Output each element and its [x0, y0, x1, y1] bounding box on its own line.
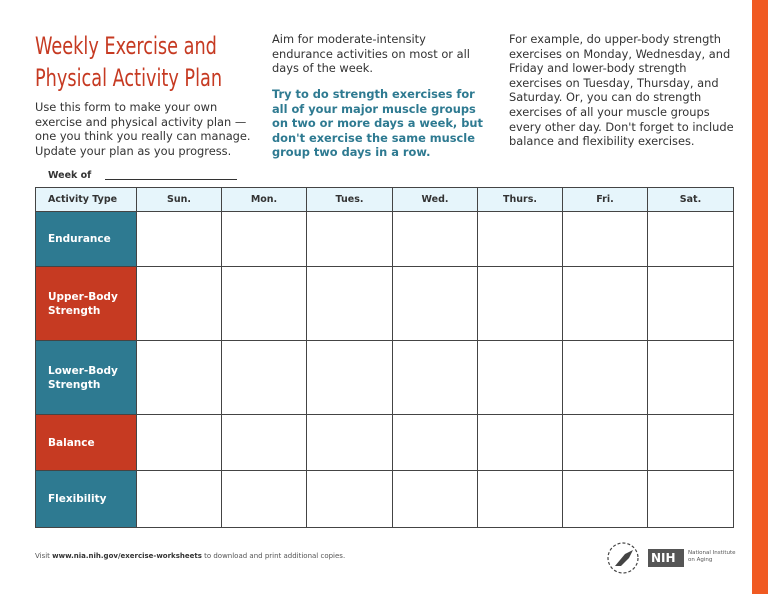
plan-cell[interactable] — [392, 340, 478, 415]
plan-cell[interactable] — [647, 340, 734, 415]
plan-cell[interactable] — [562, 266, 648, 341]
column-header: Thurs. — [477, 187, 563, 212]
plan-cell[interactable] — [136, 340, 222, 415]
plan-cell[interactable] — [392, 470, 478, 528]
week-of-label: Week of — [48, 170, 92, 181]
activity-label: Balance — [35, 414, 137, 471]
plan-cell[interactable] — [136, 470, 222, 528]
plan-cell[interactable] — [221, 470, 307, 528]
plan-cell[interactable] — [647, 211, 734, 267]
nih-logo: NIH — [648, 549, 684, 567]
table-row: Endurance — [35, 211, 734, 267]
page-title: Weekly Exercise and Physical Activity Pl… — [35, 32, 223, 92]
example-text: For example, do upper-body strength exer… — [509, 32, 734, 149]
orange-edge-bar — [752, 0, 768, 594]
column-header: Activity Type — [35, 187, 137, 212]
plan-cell[interactable] — [306, 470, 393, 528]
footer-post: to download and print additional copies. — [201, 552, 346, 560]
plan-cell[interactable] — [392, 414, 478, 471]
activity-label: Upper-Body Strength — [35, 266, 137, 341]
plan-cell[interactable] — [221, 340, 307, 415]
plan-cell[interactable] — [477, 340, 563, 415]
plan-cell[interactable] — [221, 211, 307, 267]
column-header: Tues. — [306, 187, 393, 212]
plan-cell[interactable] — [136, 414, 222, 471]
table-row: Lower-Body Strength — [35, 340, 734, 415]
plan-cell[interactable] — [306, 414, 393, 471]
strength-guidance: Try to do strength exercises for all of … — [272, 87, 483, 160]
column-header: Fri. — [562, 187, 648, 212]
plan-cell[interactable] — [562, 414, 648, 471]
column-header: Wed. — [392, 187, 478, 212]
footer-note: Visit www.nia.nih.gov/exercise-worksheet… — [35, 552, 345, 560]
plan-cell[interactable] — [562, 211, 648, 267]
activity-label: Endurance — [35, 211, 137, 267]
table-row: Flexibility — [35, 470, 734, 528]
plan-cell[interactable] — [562, 470, 648, 528]
plan-cell[interactable] — [392, 266, 478, 341]
plan-cell[interactable] — [306, 340, 393, 415]
plan-cell[interactable] — [562, 340, 648, 415]
nia-name: National Institute on Aging — [688, 550, 736, 563]
plan-cell[interactable] — [647, 470, 734, 528]
plan-cell[interactable] — [477, 470, 563, 528]
column-header: Mon. — [221, 187, 307, 212]
activity-plan-table: Activity Type Sun. Mon. Tues. Wed. Thurs. Fri.… — [35, 187, 734, 528]
plan-cell[interactable] — [221, 266, 307, 341]
activity-label: Flexibility — [35, 470, 137, 528]
intro-text: Use this form to make your own exercise … — [35, 100, 251, 158]
plan-cell[interactable] — [647, 266, 734, 341]
activity-label: Lower-Body Strength — [35, 340, 137, 415]
column-header: Sat. — [647, 187, 734, 212]
column-header: Sun. — [136, 187, 222, 212]
plan-cell[interactable] — [392, 211, 478, 267]
table-row: Upper-Body Strength — [35, 266, 734, 341]
plan-cell[interactable] — [477, 211, 563, 267]
week-of-field[interactable] — [105, 179, 237, 180]
endurance-guidance: Aim for moderate-intensity endurance act… — [272, 32, 470, 76]
plan-cell[interactable] — [647, 414, 734, 471]
plan-cell[interactable] — [306, 211, 393, 267]
plan-cell[interactable] — [221, 414, 307, 471]
footer-pre: Visit — [35, 552, 53, 560]
plan-cell[interactable] — [477, 266, 563, 341]
plan-cell[interactable] — [477, 414, 563, 471]
plan-cell[interactable] — [136, 266, 222, 341]
footer-link[interactable]: www.nia.nih.gov/exercise-worksheets — [52, 552, 202, 560]
plan-cell[interactable] — [136, 211, 222, 267]
hhs-logo-icon — [607, 542, 639, 574]
plan-cell[interactable] — [306, 266, 393, 341]
table-row: Balance — [35, 414, 734, 471]
